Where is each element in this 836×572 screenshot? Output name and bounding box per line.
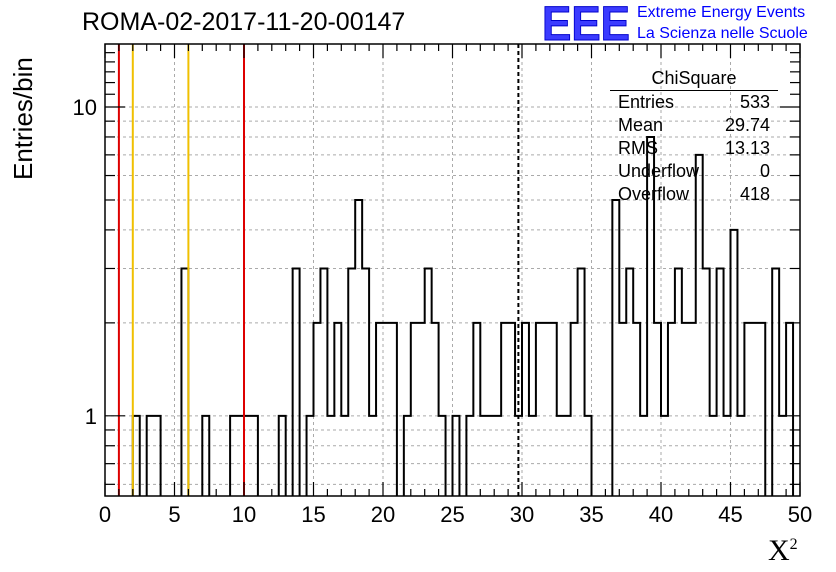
histogram-bin (508, 323, 515, 496)
histogram-bin (578, 268, 585, 496)
histogram-bin (703, 268, 710, 496)
histogram-bin (473, 323, 480, 496)
x-axis-label-base: X (768, 534, 790, 567)
eee-logo-mark: EEE (542, 0, 630, 44)
histogram-bin (522, 323, 529, 496)
histogram-bin (376, 323, 383, 496)
stats-value: 0 (759, 161, 770, 181)
stats-value: 13.13 (724, 138, 770, 158)
histogram-bin (689, 323, 696, 496)
histogram-bin (425, 268, 432, 496)
histogram-bin (355, 200, 362, 496)
histogram-bin (751, 323, 758, 496)
histogram-bin (334, 323, 341, 496)
histogram-bin (612, 200, 619, 496)
histogram-bin (731, 230, 738, 496)
histogram-bin (744, 323, 751, 496)
stats-row: RMS 13.13 (610, 137, 778, 160)
stats-row: Overflow 418 (610, 183, 778, 206)
histogram-bin (633, 323, 640, 496)
eee-logo: EEE (542, 0, 631, 44)
x-tick-label: 20 (371, 502, 395, 527)
stats-box-title: ChiSquare (610, 66, 778, 91)
stats-row: Underflow 0 (610, 160, 778, 183)
histogram-bin (696, 155, 703, 496)
stats-label: RMS (618, 138, 658, 158)
stats-label: Overflow (618, 184, 690, 204)
histogram-bin (675, 268, 682, 496)
histogram-bin (411, 323, 418, 496)
x-axis-label: X2 (768, 534, 798, 568)
x-tick-label: 45 (718, 502, 742, 527)
logo-caption-line1: Extreme Energy Events (637, 4, 806, 21)
stats-value: 418 (739, 184, 770, 204)
x-tick-label: 50 (788, 502, 812, 527)
histogram-bin (320, 268, 327, 496)
stats-box: ChiSquare Entries 533 Mean 29.74 RMS 13.13 … (610, 66, 778, 206)
axis-tick-labels: 0 5 10 15 20 25 30 35 40 45 50 1 10 (73, 95, 813, 527)
stats-row: Entries 533 (610, 91, 778, 114)
histogram-bin (717, 268, 724, 496)
chart-title: ROMA-02-2017-11-20-00147 (82, 8, 406, 36)
histogram-bin (293, 268, 300, 496)
x-tick-label: 25 (440, 502, 464, 527)
histogram-bin (619, 323, 626, 496)
x-tick-label: 5 (168, 502, 180, 527)
stats-value: 29.74 (724, 115, 770, 135)
histogram-bin (383, 323, 390, 496)
histogram-bin (418, 323, 425, 496)
stats-value: 533 (739, 92, 770, 112)
histogram-bin (654, 323, 661, 496)
reference-lines (117, 44, 520, 496)
stats-label: Mean (618, 115, 664, 135)
histogram-bin (668, 323, 675, 496)
stats-row: Mean 29.74 (610, 114, 778, 137)
logo-caption-line2: La Scienza nelle Scuole (637, 25, 808, 42)
logo-caption: Extreme Energy Events La Scienza nelle S… (637, 2, 808, 44)
histogram-bin (772, 268, 779, 496)
x-tick-label: 40 (649, 502, 673, 527)
histogram-bin (314, 323, 321, 496)
histogram-bin (543, 323, 550, 496)
stats-label: Entries (618, 92, 675, 112)
histogram-bin (626, 268, 633, 496)
histogram-bin (536, 323, 543, 496)
x-tick-label: 15 (301, 502, 325, 527)
x-axis-label-superscript: 2 (789, 536, 798, 553)
x-tick-label: 30 (510, 502, 534, 527)
y-axis-label: Entries/bin (8, 57, 38, 180)
histogram-bin (758, 323, 765, 496)
histogram-bins (131, 135, 795, 496)
histogram-bin (432, 323, 439, 496)
histogram-bin (348, 268, 355, 496)
x-tick-label: 10 (232, 502, 256, 527)
grid-lines (105, 44, 800, 496)
histogram-bin (181, 268, 188, 496)
histogram-bin (682, 323, 689, 496)
histogram-bin (501, 323, 508, 496)
y-tick-label: 10 (73, 95, 97, 120)
histogram-bin (390, 323, 397, 496)
axis-ticks (104, 44, 801, 496)
x-tick-label: 35 (579, 502, 603, 527)
histogram-bin (571, 323, 578, 496)
histogram-outline (131, 135, 795, 496)
histogram-bin (550, 323, 557, 496)
y-tick-label: 1 (85, 404, 97, 429)
stats-label: Underflow (618, 161, 700, 181)
histogram-bin (786, 323, 793, 496)
x-tick-label: 0 (99, 502, 111, 527)
histogram-bin (362, 268, 369, 496)
